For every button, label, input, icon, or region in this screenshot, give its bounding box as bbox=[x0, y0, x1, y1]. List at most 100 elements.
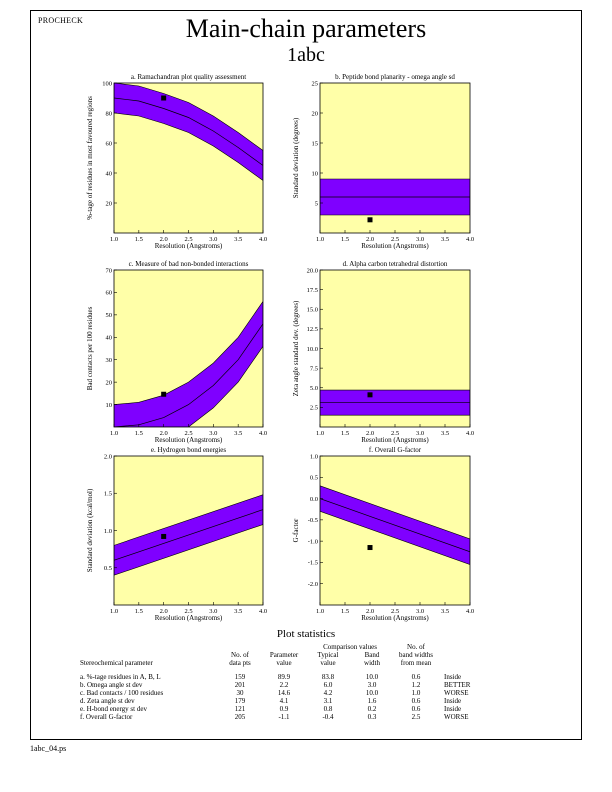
x-tick-label: 2.0 bbox=[160, 236, 168, 243]
x-tick-label: 3.0 bbox=[209, 236, 217, 243]
x-tick-label: 1.0 bbox=[110, 608, 118, 615]
y-tick-label: 50 bbox=[106, 312, 113, 319]
y-tick-label: 1.5 bbox=[104, 491, 112, 498]
data-point bbox=[161, 391, 167, 397]
x-tick-label: 3.5 bbox=[441, 236, 449, 243]
data-point bbox=[161, 95, 167, 101]
stats-cell: -0.4 bbox=[322, 713, 334, 721]
x-tick-label: 1.5 bbox=[341, 430, 349, 437]
x-tick-label: 3.5 bbox=[441, 430, 449, 437]
stats-header-cell: band widths bbox=[398, 651, 434, 659]
band-area bbox=[114, 83, 263, 181]
y-axis-label: Standard deviation (degrees) bbox=[292, 117, 300, 198]
stats-header-cell: from mean bbox=[400, 659, 432, 667]
stats-row: f. Overall G-factor 205 -1.1 -0.4 0.3 2.… bbox=[80, 713, 484, 721]
x-tick-label: 1.0 bbox=[110, 430, 118, 437]
x-tick-label: 2.0 bbox=[366, 608, 374, 615]
y-tick-label: 70 bbox=[106, 267, 113, 274]
stats-cell: f. Overall G-factor bbox=[80, 713, 133, 721]
page-title: Main-chain parameters bbox=[185, 14, 427, 43]
stats-row: a. %-tage residues in A, B, L 159 89.9 8… bbox=[80, 673, 484, 681]
y-tick-label: 60 bbox=[106, 290, 113, 297]
x-tick-label: 3.5 bbox=[234, 608, 242, 615]
stats-header-cell bbox=[218, 643, 262, 651]
x-tick-label: 3.0 bbox=[416, 608, 424, 615]
x-tick-label: 2.0 bbox=[366, 236, 374, 243]
y-axis-label: Bad contacts per 100 residues bbox=[86, 306, 94, 390]
chart-panel-f: 1.0 1.5 2.0 2.5 3.0 3.5 4.0 -2.0 -1.5 -1.0 -0.5 0.0… bbox=[292, 446, 474, 622]
y-tick-label: 20 bbox=[106, 379, 113, 386]
page-frame bbox=[30, 10, 582, 740]
stats-cell: 201 bbox=[234, 681, 246, 689]
stats-cell: 1.0 bbox=[411, 689, 421, 697]
stats-cell: 0.9 bbox=[279, 705, 289, 713]
chart-panel-d: 1.0 1.5 2.0 2.5 3.0 3.5 4.0 2.5 5.0 7.5 10.0 12.5 15… bbox=[292, 260, 474, 444]
y-tick-label: 17.5 bbox=[307, 287, 318, 294]
x-tick-label: 2.5 bbox=[391, 430, 399, 437]
x-axis-label: Resolution (Angstroms) bbox=[155, 436, 223, 444]
band-mean-line bbox=[320, 498, 470, 553]
stats-cell: 1.2 bbox=[411, 681, 421, 689]
stats-cell: Inside bbox=[444, 697, 462, 705]
y-tick-label: 7.5 bbox=[310, 365, 318, 372]
data-point bbox=[367, 545, 373, 551]
chart-panel-e: 1.0 1.5 2.0 2.5 3.0 3.5 4.0 0.5 1.0 1.5 2.0 e. Hydr… bbox=[86, 446, 267, 622]
x-axis-label: Resolution (Angstroms) bbox=[155, 614, 223, 622]
stats-header-cell: Typical bbox=[317, 651, 339, 659]
x-tick-label: 3.5 bbox=[441, 608, 449, 615]
x-axis-label: Resolution (Angstroms) bbox=[361, 614, 429, 622]
stats-cell: 30 bbox=[236, 689, 244, 697]
y-tick-label: 1.0 bbox=[310, 453, 318, 460]
x-tick-label: 3.0 bbox=[209, 430, 217, 437]
stats-header-cell bbox=[80, 651, 218, 659]
y-axis-label: %-tage of residues in most favoured regi… bbox=[86, 96, 94, 220]
stats-cell: 159 bbox=[234, 673, 246, 681]
x-tick-label: 1.0 bbox=[110, 236, 118, 243]
stats-table: Comparison values No. of No. of Paramete… bbox=[80, 643, 484, 721]
stats-header-cell: width bbox=[364, 659, 380, 667]
x-tick-label: 2.5 bbox=[184, 430, 192, 437]
stats-cell: 0.2 bbox=[367, 705, 377, 713]
x-tick-label: 2.0 bbox=[160, 430, 168, 437]
x-tick-label: 3.5 bbox=[234, 236, 242, 243]
stats-cell: 4.1 bbox=[279, 697, 289, 705]
chart-title: a. Ramachandran plot quality assessment bbox=[131, 73, 246, 81]
stats-cell: 6.0 bbox=[323, 681, 333, 689]
x-tick-label: 1.0 bbox=[316, 430, 324, 437]
stats-cell: 121 bbox=[234, 705, 246, 713]
stats-cell: 0.6 bbox=[411, 673, 421, 681]
x-tick-label: 3.0 bbox=[416, 236, 424, 243]
stats-cell: e. H-bond energy st dev bbox=[80, 705, 147, 713]
stats-header-row-2: No. of Parameter Typical Band band width… bbox=[80, 651, 484, 659]
x-tick-label: 2.0 bbox=[160, 608, 168, 615]
data-point bbox=[161, 533, 167, 539]
stats-header-cell: value bbox=[320, 659, 336, 667]
y-axis-label: Standard deviation (kcal/mol) bbox=[86, 488, 94, 572]
stats-header-cell: Stereochemical parameter bbox=[80, 659, 153, 667]
band-mean-line bbox=[114, 509, 263, 561]
band-mean-line bbox=[114, 97, 263, 166]
stats-cell: WORSE bbox=[444, 713, 469, 721]
y-tick-label: 0.5 bbox=[310, 475, 318, 482]
stats-row: b. Omega angle st dev 201 2.2 6.0 3.0 1.… bbox=[80, 681, 484, 689]
data-point bbox=[367, 392, 373, 398]
stats-cell: BETTER bbox=[444, 681, 471, 689]
y-tick-label: 100 bbox=[102, 80, 112, 87]
x-tick-label: 4.0 bbox=[259, 236, 267, 243]
chart-title: d. Alpha carbon tetrahedral distortion bbox=[343, 260, 448, 268]
stats-header-cell: Parameter bbox=[269, 651, 299, 659]
y-tick-label: 40 bbox=[106, 335, 113, 342]
y-tick-label: 12.5 bbox=[307, 326, 318, 333]
stats-cell: 0.8 bbox=[323, 705, 333, 713]
y-tick-label: 80 bbox=[106, 110, 113, 117]
y-tick-label: 20 bbox=[312, 110, 319, 117]
y-tick-label: 15.0 bbox=[307, 307, 318, 314]
stats-cell: b. Omega angle st dev bbox=[80, 681, 143, 689]
y-axis-label: G-factor bbox=[292, 518, 300, 542]
chart-title: c. Measure of bad non-bonded interaction… bbox=[129, 260, 249, 268]
stats-cell: Inside bbox=[444, 673, 462, 681]
y-tick-label: 5.0 bbox=[310, 385, 318, 392]
stats-cell: 1.6 bbox=[367, 697, 377, 705]
stats-header-cell: Band bbox=[364, 651, 380, 659]
